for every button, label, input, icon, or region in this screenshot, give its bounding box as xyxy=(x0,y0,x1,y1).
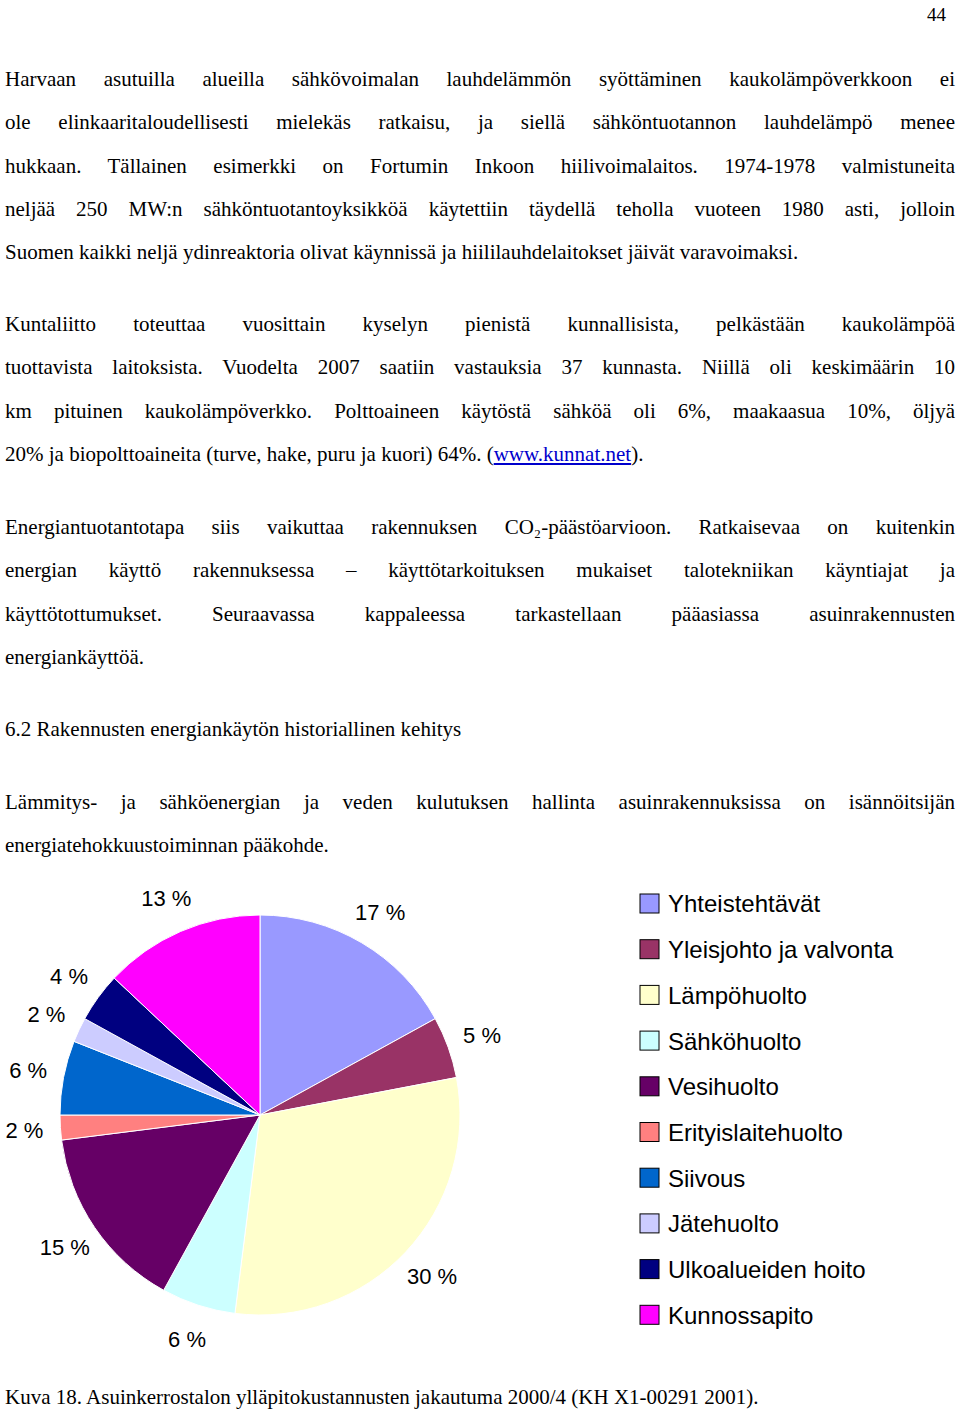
legend: Yhteistehtävät Yleisjohto ja valvonta Lämp… xyxy=(640,890,894,1328)
text-line: neljää 250 MW:n sähköntuotantoyksikköä k… xyxy=(5,199,955,220)
pie-slice xyxy=(114,915,260,1115)
text-line: Harvaan asutuilla alueilla sähkövoimalan… xyxy=(5,69,955,90)
legend-swatch xyxy=(640,1260,659,1279)
legend-swatch xyxy=(640,1123,659,1142)
legend-item: Vesihuolto xyxy=(640,1073,779,1100)
legend-item: Yleisjohto ja valvonta xyxy=(640,936,894,963)
text-line: 20% ja biopolttoaineita (turve, hake, pu… xyxy=(5,444,955,465)
pie-slice xyxy=(235,1078,460,1315)
pie-slice xyxy=(62,1115,260,1290)
legend-label: Yhteistehtävät xyxy=(668,890,820,917)
legend-label: Yleisjohto ja valvonta xyxy=(668,936,894,963)
text-line: energiankäyttöä. xyxy=(5,647,955,668)
legend-label: Vesihuolto xyxy=(668,1073,779,1100)
legend-item: Sähköhuolto xyxy=(640,1028,801,1055)
text-line: käyttötottumukset. Seuraavassa kappalees… xyxy=(5,604,955,625)
pie-slice xyxy=(60,1115,260,1140)
legend-swatch xyxy=(640,1305,659,1324)
text-line: energian käyttö rakennuksessa – käyttöta… xyxy=(5,560,955,581)
legend-label: Siivous xyxy=(668,1165,745,1192)
legend-item: Siivous xyxy=(640,1165,745,1192)
legend-label: Jätehuolto xyxy=(668,1210,779,1237)
data-label: 2 % xyxy=(27,1002,65,1027)
text-line: hukkaan. Tällainen esimerkki on Fortumin… xyxy=(5,156,955,177)
text-line: Suomen kaikki neljä ydinreaktoria olivat… xyxy=(5,242,955,263)
text-line: km pituinen kaukolämpöverkko. Polttoaine… xyxy=(5,401,955,422)
text-line: energiatehokkuustoiminnan pääkohde. xyxy=(5,835,955,856)
legend-label: Kunnossapito xyxy=(668,1302,813,1329)
legend-item: Erityislaitehuolto xyxy=(640,1119,843,1146)
legend-item: Kunnossapito xyxy=(640,1302,813,1329)
legend-label: Sähköhuolto xyxy=(668,1028,801,1055)
text-line: Energiantuotantotapa siis vaikuttaa rake… xyxy=(5,517,955,538)
data-label: 13 % xyxy=(141,886,191,911)
legend-label: Erityislaitehuolto xyxy=(668,1119,843,1146)
data-label: 2 % xyxy=(6,1118,44,1143)
data-label: 5 % xyxy=(463,1023,501,1048)
text-line: Kuntaliitto toteuttaa vuosittain kyselyn… xyxy=(5,314,955,335)
legend-swatch xyxy=(640,894,659,913)
text-line: ole elinkaaritaloudellisesti mielekäs ra… xyxy=(5,112,955,133)
data-label: 4 % xyxy=(50,964,88,989)
text-span: 20% ja biopolttoaineita (turve, hake, pu… xyxy=(5,442,494,466)
data-label: 6 % xyxy=(168,1327,206,1352)
pie: 17 % 5 % 30 % 6 % 15 % 2 % 6 % 2 % 4 % 13 % xyxy=(6,886,502,1352)
legend-item: Yhteistehtävät xyxy=(640,890,820,917)
link[interactable]: www.kunnat.net xyxy=(494,442,631,466)
text-line: Lämmitys- ja sähköenergian ja veden kulu… xyxy=(5,792,955,813)
legend-swatch xyxy=(640,985,659,1004)
legend-swatch xyxy=(640,1168,659,1187)
data-label: 30 % xyxy=(407,1264,457,1289)
legend-item: Ulkoalueiden hoito xyxy=(640,1256,865,1283)
data-label: 15 % xyxy=(40,1235,90,1260)
legend-item: Jätehuolto xyxy=(640,1210,779,1237)
caption: Kuva 18. Asuinkerrostalon ylläpitokustan… xyxy=(5,1387,955,1408)
legend-swatch xyxy=(640,1214,659,1233)
page: 44 Harvaan asutuilla alueilla sähkövoimal… xyxy=(0,0,960,1422)
heading: 6.2 Rakennusten energiankäytön historial… xyxy=(5,719,955,740)
legend-label: Lämpöhuolto xyxy=(668,982,807,1009)
chart: 17 % 5 % 30 % 6 % 15 % 2 % 6 % 2 % 4 % 13 % Yhteis… xyxy=(0,880,960,1380)
legend-label: Ulkoalueiden hoito xyxy=(668,1256,865,1283)
legend-swatch xyxy=(640,1077,659,1096)
legend-swatch xyxy=(640,940,659,959)
data-label: 17 % xyxy=(355,900,405,925)
text-span: ). xyxy=(631,442,643,466)
text-line: tuottavista laitoksista. Vuodelta 2007 s… xyxy=(5,357,955,378)
data-label: 6 % xyxy=(9,1058,47,1083)
legend-item: Lämpöhuolto xyxy=(640,982,807,1009)
page-number: 44 xyxy=(927,4,946,26)
legend-swatch xyxy=(640,1031,659,1050)
